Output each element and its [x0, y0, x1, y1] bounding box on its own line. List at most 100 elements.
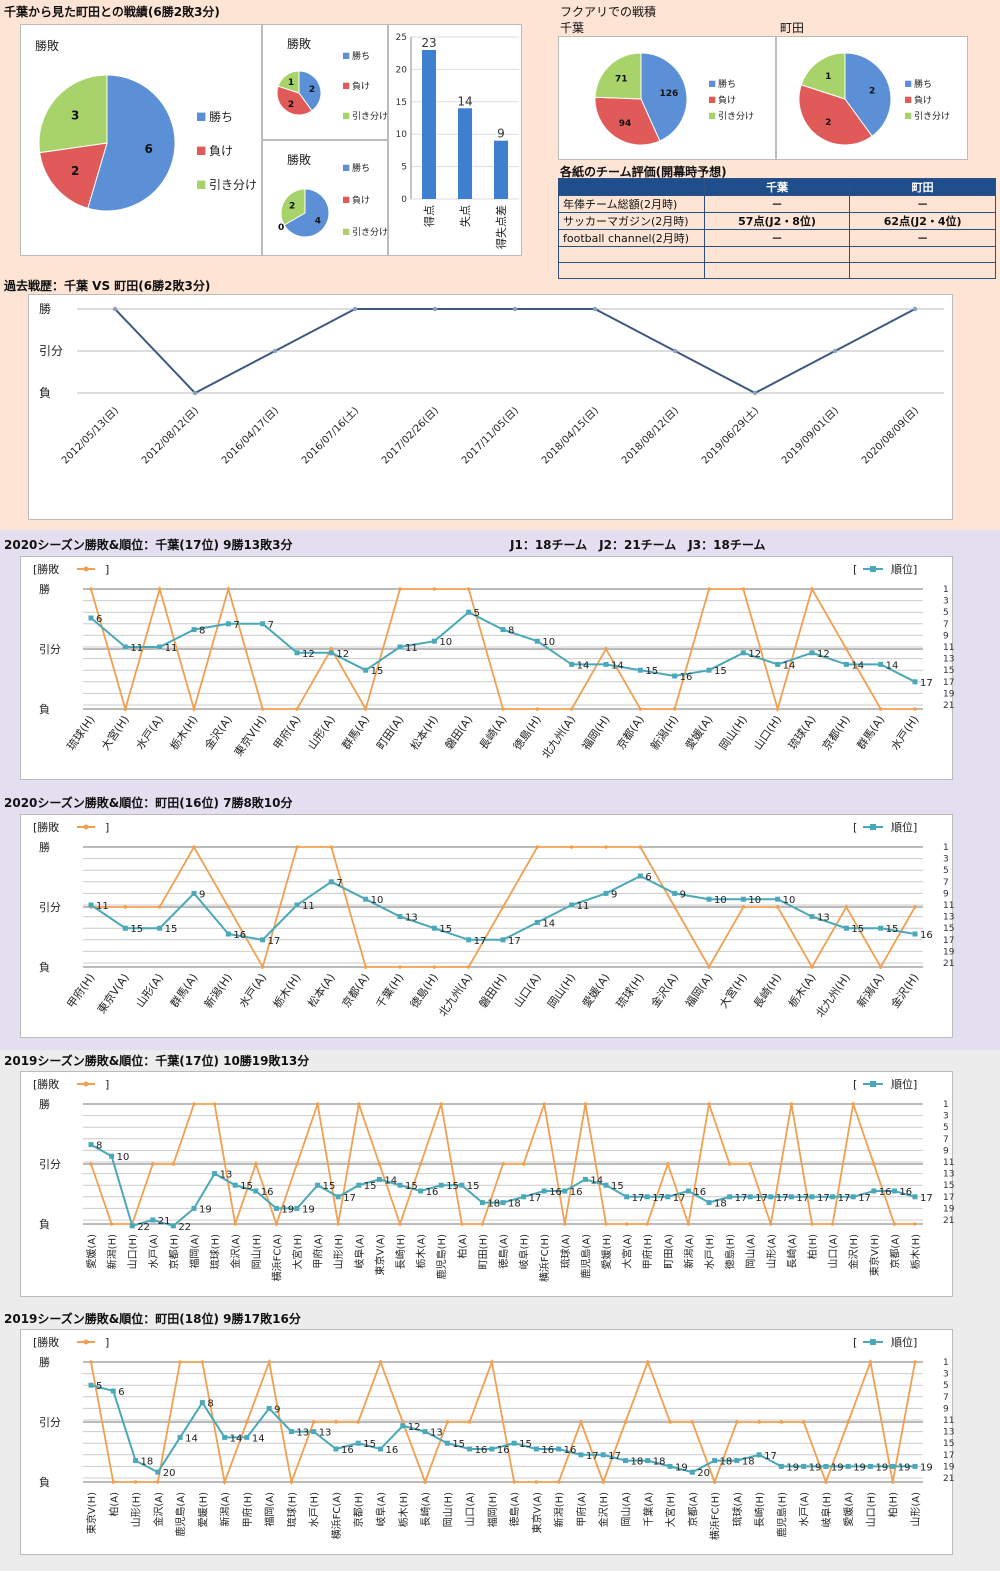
- rank-data-label: 10: [371, 895, 384, 906]
- x-tick-label: 新潟(A): [682, 1234, 695, 1269]
- result-tick-label: 負: [39, 961, 50, 974]
- x-tick-label: 徳島(H): [724, 1234, 737, 1269]
- x-tick-label: 横浜FC(H): [709, 1492, 722, 1540]
- rank-point: [603, 1182, 609, 1188]
- result-point: [377, 1162, 382, 1166]
- x-tick-label: 琉球(H): [285, 1492, 298, 1527]
- eval-cell: [558, 262, 705, 279]
- result-point: [913, 1360, 917, 1364]
- result-point: [357, 1102, 361, 1106]
- pie-slice: [800, 52, 846, 100]
- x-tick-label: 磐田(A): [442, 713, 475, 752]
- data-point: [672, 348, 678, 354]
- rank-tick-label: 7: [943, 1393, 949, 1403]
- x-tick-label: 甲府(A): [270, 713, 303, 752]
- bar-data-label: 9: [497, 127, 505, 141]
- x-tick-label: 金沢(H): [597, 1492, 610, 1527]
- result-point: [245, 1420, 249, 1424]
- x-tick-label: 水戸(H): [889, 713, 922, 752]
- rank-tick-label: 7: [943, 620, 949, 630]
- rank-point: [871, 1188, 877, 1194]
- x-tick-label: 福岡(A): [263, 1492, 276, 1527]
- rank-data-label: 15: [645, 666, 658, 677]
- rank-data-label: 18: [487, 1199, 500, 1210]
- season-panel: 1 3 5 7 9 11 13 15 17 19 21 勝引分負 [勝敗][順位] 8 10 22 21 22 19…: [20, 1071, 955, 1297]
- rank-data-label: 15: [439, 924, 452, 935]
- x-tick-label: 福岡(A): [188, 1234, 201, 1269]
- x-tick-label: 琉球(H): [64, 713, 98, 753]
- pie-data-label: 3: [71, 109, 79, 123]
- fukuari-machida-panel: 2 2 1 勝ち 負け 引き分け: [776, 36, 968, 160]
- eval-cell: サッカーマガジン(2月時): [558, 212, 705, 230]
- rank-point: [843, 661, 849, 667]
- rank-data-label: 20: [163, 1468, 176, 1479]
- x-tick-label: 大宮(A): [621, 1234, 634, 1269]
- rank-tick-label: 11: [943, 643, 954, 653]
- pie-slice: [798, 84, 873, 146]
- eval-header-machida: 町田: [849, 178, 996, 196]
- result-point: [604, 647, 608, 651]
- rank-point: [376, 1176, 382, 1182]
- rank-tick-label: 1: [943, 843, 949, 853]
- rank-data-label: 15: [364, 1181, 377, 1192]
- rank-data-label: 8: [96, 1141, 102, 1152]
- result-point: [512, 1480, 516, 1484]
- rank-point: [500, 627, 506, 633]
- x-tick-label: 鹿児島(A): [579, 1234, 592, 1279]
- legend-orange-marker: [83, 566, 89, 572]
- result-point: [178, 1360, 182, 1364]
- rank-data-label: 15: [467, 1181, 480, 1192]
- x-tick-label: 徳島(A): [497, 1234, 510, 1269]
- x-tick-label: 大宮(H): [664, 1492, 677, 1527]
- rank-data-label: 19: [199, 1204, 212, 1215]
- x-tick-label: 岡山(A): [745, 1234, 757, 1269]
- legend-label: 引き分け: [352, 227, 388, 238]
- rank-data-label: 8: [207, 1399, 213, 1410]
- rank-point: [521, 1194, 527, 1200]
- y-tick-label: 15: [396, 98, 407, 108]
- x-tick-label: 新潟(H): [553, 1492, 566, 1527]
- legend-swatch: [343, 228, 350, 235]
- rank-data-label: 14: [577, 660, 590, 671]
- result-point: [707, 587, 711, 591]
- rank-point: [356, 1182, 362, 1188]
- legend-label: 勝ち: [914, 78, 932, 90]
- rank-data-label: 11: [577, 901, 590, 912]
- result-point: [260, 707, 265, 711]
- rank-data-label: 18: [720, 1457, 733, 1468]
- rank-data-label: 17: [920, 678, 933, 689]
- x-tick-label: 栃木(A): [415, 1234, 428, 1269]
- rank-data-label: 16: [549, 1187, 562, 1198]
- result-point: [779, 1420, 784, 1424]
- legend-swatch: [709, 112, 716, 119]
- rank-data-label: 11: [96, 901, 109, 912]
- bar-data-label: 14: [457, 94, 472, 108]
- pie-data-label: 2: [825, 118, 831, 128]
- x-tick-label: 甲府(A): [312, 1234, 325, 1269]
- rank-data-label: 18: [653, 1457, 666, 1468]
- result-point: [913, 905, 917, 909]
- rank-data-label: 6: [645, 872, 651, 883]
- eval-header-blank: [558, 178, 705, 196]
- rank-data-label: 10: [748, 895, 761, 906]
- rank-data-label: 18: [714, 1199, 727, 1210]
- y-tick-label: 負: [39, 386, 51, 400]
- pie-data-label: 6: [145, 142, 153, 156]
- rank-data-label: 19: [898, 1462, 911, 1473]
- x-tick-label: 京都(H): [819, 713, 853, 753]
- season-title: 2019シーズン勝敗&順位：町田(18位) 9勝17敗16分: [4, 1312, 301, 1326]
- rank-point: [768, 1194, 774, 1200]
- rank-data-label: 16: [920, 930, 933, 941]
- data-point: [272, 348, 278, 354]
- rank-point: [890, 1463, 896, 1469]
- legend-bracket: [: [853, 1078, 857, 1091]
- data-point: [832, 348, 838, 354]
- legend-right-label: 順位]: [891, 1077, 917, 1091]
- x-tick-label: 東京V(H): [231, 713, 269, 759]
- x-tick-label: 愛媛(H): [196, 1492, 209, 1527]
- result-point: [334, 1420, 338, 1424]
- rank-data-label: 16: [564, 1445, 577, 1456]
- x-tick-label: 東京V(A): [94, 971, 132, 1016]
- x-tick-label: 琉球(H): [209, 1234, 222, 1269]
- x-tick-label: 山形(A): [910, 1492, 922, 1527]
